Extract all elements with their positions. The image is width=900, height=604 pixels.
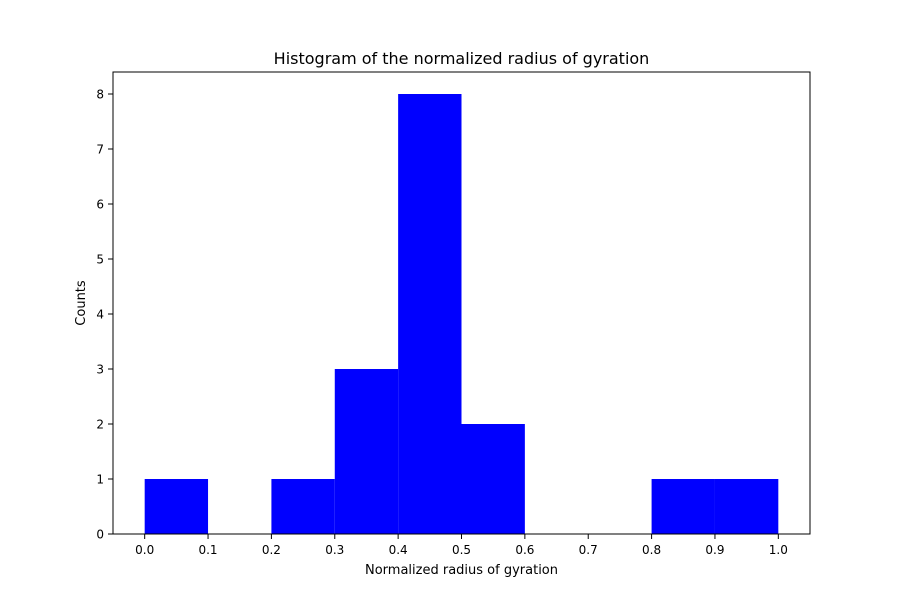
x-tick-label: 0.3: [325, 543, 344, 557]
y-tick-label: 2: [96, 418, 104, 432]
histogram-bar-9: [714, 479, 779, 534]
histogram-bar-4: [398, 94, 462, 534]
x-axis-label: Normalized radius of gyration: [365, 563, 558, 578]
x-tick-label: 0.4: [389, 543, 408, 557]
histogram-bar-3: [334, 369, 399, 534]
histogram-bar-8: [651, 479, 715, 534]
y-tick-label: 0: [96, 528, 104, 542]
y-tick-label: 8: [96, 88, 104, 102]
histogram-bar-5: [461, 424, 525, 534]
x-tick-label: 0.2: [262, 543, 281, 557]
x-tick-label: 0.6: [515, 543, 534, 557]
x-tick-label: 0.7: [579, 543, 598, 557]
y-tick-label: 5: [96, 253, 104, 267]
x-tick-label: 1.0: [769, 543, 788, 557]
plot-frame: [112, 71, 811, 535]
y-tick-label: 4: [96, 308, 104, 322]
y-tick-label: 1: [96, 473, 104, 487]
y-tick-label: 6: [96, 198, 104, 212]
y-tick-label: 7: [96, 143, 104, 157]
x-tick-label: 0.5: [452, 543, 471, 557]
histogram-bar-2: [271, 479, 335, 534]
histogram-bar-0: [144, 479, 209, 534]
x-tick-label: 0.8: [642, 543, 661, 557]
y-ticks-group: 0 1 2 3 4 5 6 7 8: [96, 88, 113, 542]
chart-title: Histogram of the normalized radius of gy…: [274, 49, 650, 68]
x-tick-label: 0.9: [705, 543, 724, 557]
y-tick-label: 3: [96, 363, 104, 377]
y-axis-label: Counts: [74, 280, 89, 326]
bars-group: [144, 94, 779, 534]
x-ticks-group: 0.0 0.1 0.2 0.3 0.4 0.5 0.6 0.7 0.8 0.9 1.0: [135, 534, 788, 557]
x-tick-label: 0.1: [198, 543, 217, 557]
x-tick-label: 0.0: [135, 543, 154, 557]
